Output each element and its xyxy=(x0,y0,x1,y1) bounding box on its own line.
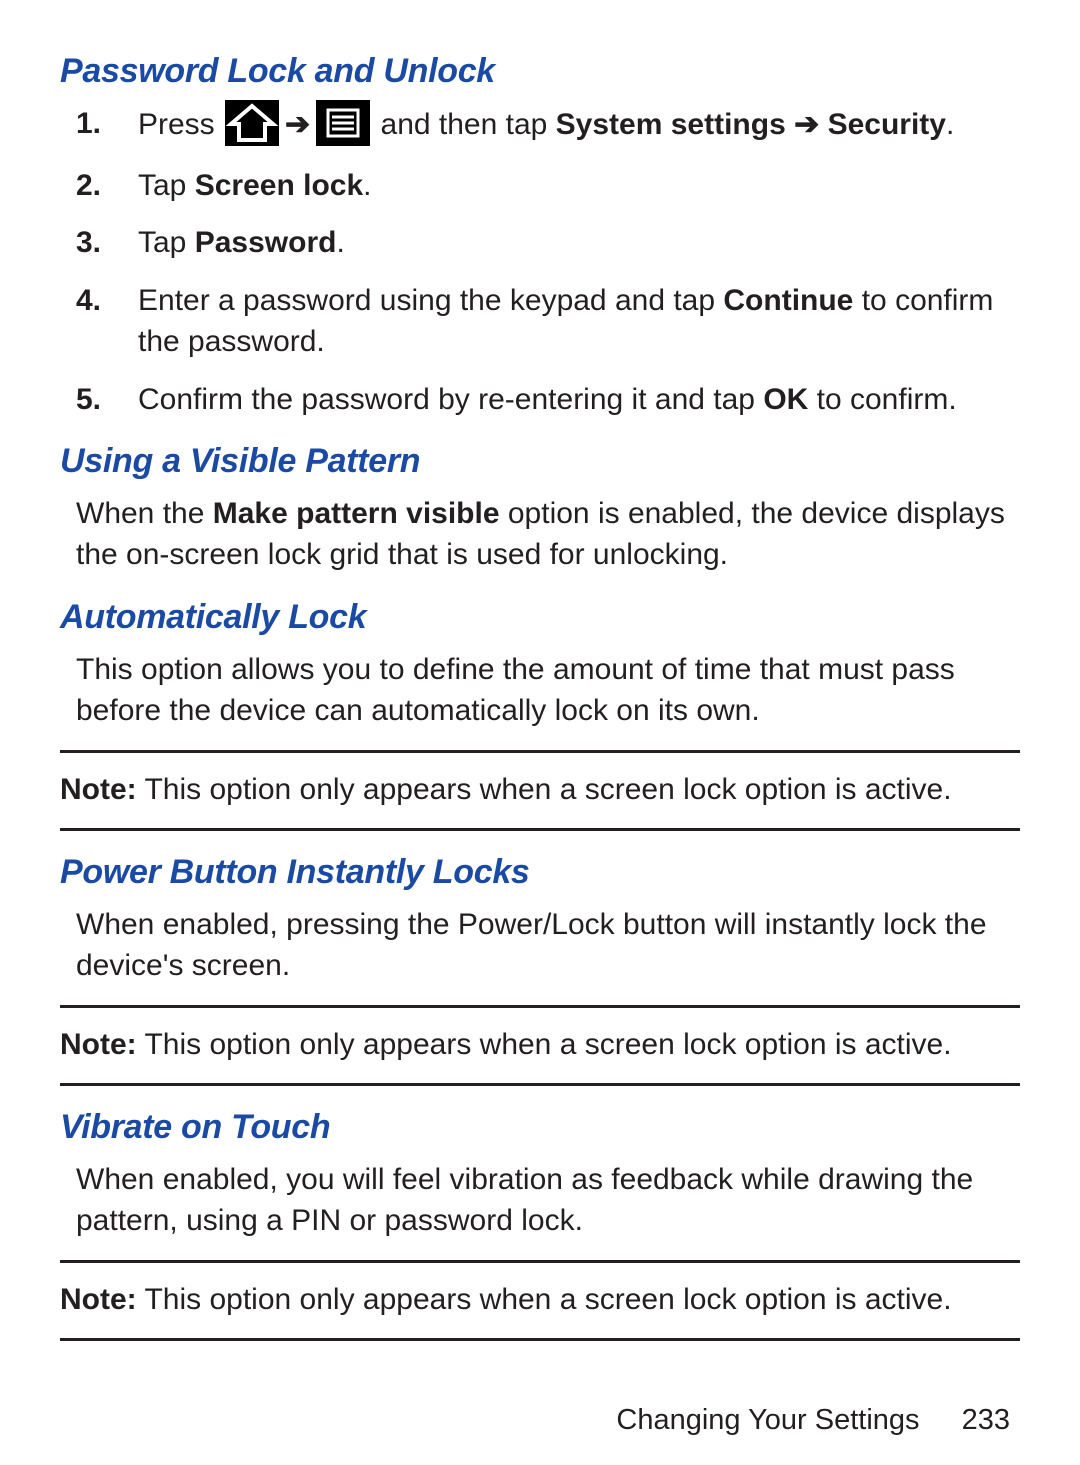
step-5: 5. Confirm the password by re-entering i… xyxy=(76,379,1020,420)
auto-lock-note: Note: This option only appears when a sc… xyxy=(60,750,1020,831)
step-bold-1: System settings xyxy=(556,108,786,141)
visible-pattern-body: When the Make pattern visible option is … xyxy=(76,493,1020,576)
note-body: This option only appears when a screen l… xyxy=(137,1283,952,1316)
body-bold: Make pattern visible xyxy=(213,497,500,530)
step-text-pre: Tap xyxy=(138,226,195,259)
step-number: 2. xyxy=(76,165,101,206)
note-row: Note: This option only appears when a sc… xyxy=(60,1263,1020,1338)
step-number: 3. xyxy=(76,222,101,263)
step-text-post: to confirm. xyxy=(808,383,956,416)
manual-page: Password Lock and Unlock 1. Press ➔ and … xyxy=(0,0,1080,1465)
step-text-post: . xyxy=(363,169,371,202)
step-bold-1: OK xyxy=(763,383,808,416)
password-lock-steps: 1. Press ➔ and then tap System settings … xyxy=(76,103,1020,420)
page-number: 233 xyxy=(962,1404,1010,1437)
auto-lock-body: This option allows you to define the amo… xyxy=(76,649,1020,732)
vibrate-note: Note: This option only appears when a sc… xyxy=(60,1260,1020,1341)
rule-bottom xyxy=(60,1083,1020,1086)
step-text-post: . xyxy=(946,108,954,141)
step-2: 2. Tap Screen lock. xyxy=(76,165,1020,206)
step-3: 3. Tap Password. xyxy=(76,222,1020,263)
note-body: This option only appears when a screen l… xyxy=(137,773,952,806)
rule-bottom xyxy=(60,1338,1020,1341)
step-bold-1: Screen lock xyxy=(195,169,363,202)
heading-password-lock: Password Lock and Unlock xyxy=(60,52,1020,91)
heading-visible-pattern: Using a Visible Pattern xyxy=(60,442,1020,481)
chapter-name: Changing Your Settings xyxy=(616,1404,919,1436)
step-number: 1. xyxy=(76,103,101,144)
step-4: 4. Enter a password using the keypad and… xyxy=(76,280,1020,363)
step-text-post: . xyxy=(336,226,344,259)
step-1: 1. Press ➔ and then tap System settings … xyxy=(76,103,1020,149)
page-footer: Changing Your Settings 233 xyxy=(616,1404,1010,1437)
body-pre: When the xyxy=(76,497,213,530)
step-bold-1: Password xyxy=(195,226,337,259)
step-text-pre: Tap xyxy=(138,169,195,202)
rule-bottom xyxy=(60,828,1020,831)
arrow-icon: ➔ xyxy=(281,108,314,141)
note-row: Note: This option only appears when a sc… xyxy=(60,753,1020,828)
note-row: Note: This option only appears when a sc… xyxy=(60,1008,1020,1083)
vibrate-body: When enabled, you will feel vibration as… xyxy=(76,1159,1020,1242)
heading-power-button: Power Button Instantly Locks xyxy=(60,853,1020,892)
step-number: 5. xyxy=(76,379,101,420)
menu-icon xyxy=(316,100,370,146)
note-label: Note: xyxy=(60,1028,137,1061)
note-label: Note: xyxy=(60,1283,137,1316)
power-button-body: When enabled, pressing the Power/Lock bu… xyxy=(76,904,1020,987)
power-button-note: Note: This option only appears when a sc… xyxy=(60,1005,1020,1086)
step-text-pre: Enter a password using the keypad and ta… xyxy=(138,284,723,317)
step-bold-1: Continue xyxy=(723,284,853,317)
note-body: This option only appears when a screen l… xyxy=(137,1028,952,1061)
step-text-mid: and then tap xyxy=(372,108,556,141)
heading-auto-lock: Automatically Lock xyxy=(60,598,1020,637)
home-icon xyxy=(225,100,279,146)
step-text-pre: Press xyxy=(138,108,223,141)
heading-vibrate: Vibrate on Touch xyxy=(60,1108,1020,1147)
step-text-pre: Confirm the password by re-entering it a… xyxy=(138,383,763,416)
step-number: 4. xyxy=(76,280,101,321)
step-bold-2: Security xyxy=(828,108,946,141)
arrow-text: ➔ xyxy=(786,108,828,141)
note-label: Note: xyxy=(60,773,137,806)
